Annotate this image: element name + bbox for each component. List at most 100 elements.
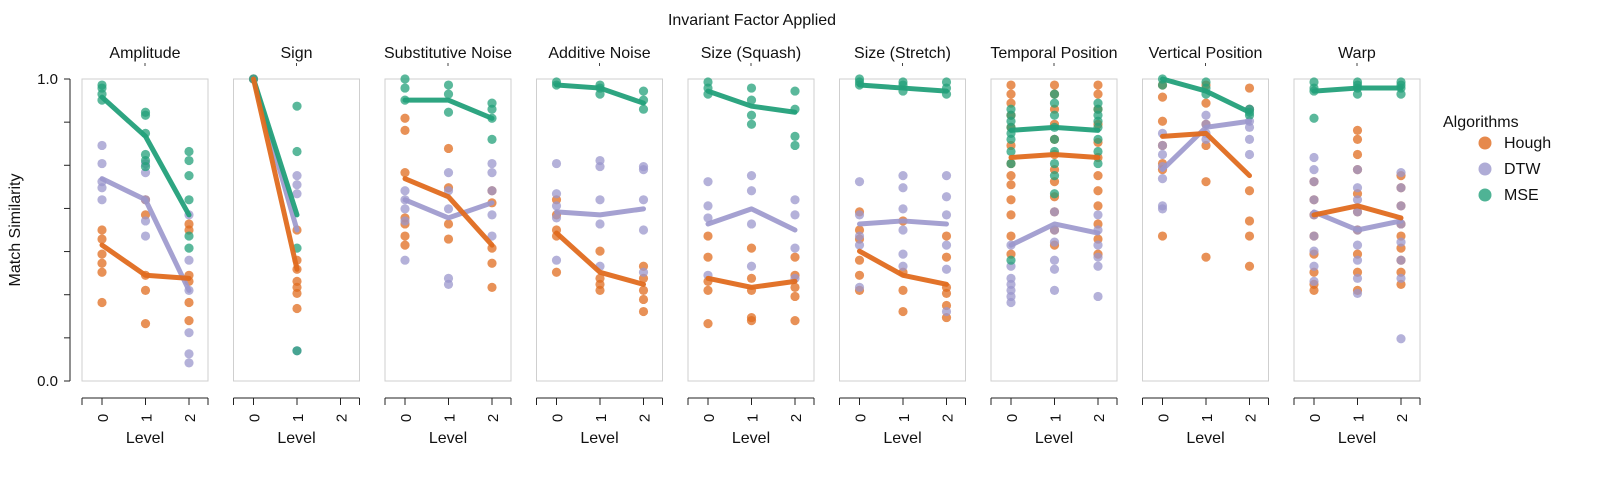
point-dtw-8-1-3: [1352, 240, 1363, 250]
mean-line-mse-5: [857, 82, 949, 94]
point-hough-0-2-0: [184, 316, 194, 326]
x-tick-label-4-1: 1: [745, 414, 762, 422]
point-hough-0-2-1: [184, 297, 194, 308]
point-dtw-8-0-6: [1309, 177, 1319, 187]
mean-line-hough-8: [1311, 203, 1404, 221]
point-dtw-5-0-3: [854, 210, 865, 220]
point-hough-1-1-3: [292, 276, 302, 286]
point-dtw-7-0-2: [1157, 174, 1168, 184]
x-tick-label-0-1: 1: [139, 414, 156, 422]
point-mse-4-0-2: [703, 77, 713, 87]
point-mse-3-2-2: [638, 86, 649, 96]
point-hough-6-0-5: [1006, 171, 1016, 181]
legend-marker-hough: [1478, 136, 1492, 150]
point-mse-6-0-1: [1006, 158, 1016, 169]
point-hough-6-0-1: [1006, 231, 1016, 241]
point-dtw-8-1-1: [1352, 273, 1363, 283]
point-hough-4-0-4: [703, 231, 713, 241]
point-dtw-2-2-4: [487, 158, 497, 169]
point-dtw-3-1-2: [595, 195, 605, 205]
panel-frame-3: [536, 78, 663, 382]
point-dtw-5-1-0: [898, 261, 908, 271]
point-hough-0-0-4: [97, 234, 107, 244]
point-mse-7-1-2: [1201, 77, 1211, 87]
mean-line-mse-0: [99, 94, 192, 218]
point-hough-0-2-5: [184, 219, 194, 229]
point-mse-0-0-3: [97, 80, 107, 90]
point-dtw-2-1-3: [443, 186, 454, 196]
point-dtw-8-1-8: [1352, 165, 1363, 175]
point-dtw-6-2-0: [1093, 291, 1103, 302]
point-hough-3-1-2: [595, 273, 605, 283]
point-hough-4-0-0: [703, 319, 713, 329]
point-mse-2-2-0: [487, 134, 497, 144]
point-hough-2-0-0: [400, 240, 410, 250]
point-mse-8-1-3: [1352, 77, 1363, 87]
point-dtw-2-0-2: [400, 204, 410, 214]
point-hough-8-1-9: [1352, 125, 1363, 135]
point-mse-8-0-0: [1309, 113, 1319, 123]
x-tick-label-8-0: 0: [1307, 414, 1324, 422]
mean-line-hough-4: [705, 275, 798, 290]
point-dtw-8-2-5: [1396, 201, 1406, 211]
point-hough-0-0-2: [97, 258, 107, 268]
point-hough-2-0-1: [400, 231, 410, 241]
point-mse-4-1-3: [746, 83, 757, 93]
point-hough-0-1-0: [140, 319, 151, 329]
point-hough-3-2-0: [638, 306, 649, 317]
point-mse-0-1-2: [140, 149, 151, 160]
point-hough-3-1-3: [595, 246, 605, 256]
x-axis-label-6: Level: [1035, 430, 1073, 447]
x-tick-label-7-2: 2: [1243, 414, 1260, 422]
point-hough-5-1-0: [898, 306, 908, 317]
point-hough-6-2-3: [1093, 201, 1103, 211]
x-tick-label-4-0: 0: [701, 414, 718, 422]
point-hough-2-0-5: [400, 125, 410, 135]
x-axis-label-5: Level: [883, 430, 921, 447]
point-dtw-5-0-4: [854, 177, 865, 187]
point-mse-8-2-3: [1396, 77, 1406, 87]
x-tick-label-5-0: 0: [853, 414, 870, 422]
point-dtw-2-0-1: [400, 216, 410, 226]
point-hough-0-0-1: [97, 267, 107, 277]
point-hough-0-1-1: [140, 285, 151, 295]
panel-frame-2: [384, 78, 512, 382]
point-mse-5-1-2: [898, 77, 908, 87]
point-hough-6-0-4: [1006, 180, 1016, 190]
mean-line-hough-7: [1160, 130, 1252, 179]
point-dtw-6-1-2: [1049, 255, 1060, 265]
mean-line-hough-1: [251, 76, 300, 272]
point-dtw-8-0-5: [1309, 195, 1319, 205]
mean-line-dtw-7: [1160, 118, 1252, 173]
point-hough-7-2-2: [1244, 216, 1255, 226]
legend-label-hough: Hough: [1504, 135, 1551, 152]
point-dtw-6-2-1: [1093, 261, 1103, 271]
point-dtw-4-1-3: [746, 171, 757, 181]
point-dtw-6-0-4: [1006, 273, 1016, 283]
point-hough-2-1-0: [443, 234, 454, 244]
point-mse-2-1-0: [443, 107, 454, 117]
panel-frame-4: [687, 78, 815, 382]
point-dtw-6-2-5: [1093, 210, 1103, 220]
point-dtw-8-2-2: [1396, 255, 1406, 265]
point-hough-5-2-5: [941, 231, 952, 241]
point-mse-0-2-0: [184, 243, 194, 253]
mean-line-hough-2: [402, 176, 495, 248]
point-hough-2-0-4: [400, 168, 410, 178]
point-dtw-6-2-2: [1093, 252, 1103, 262]
point-dtw-0-2-1: [184, 349, 194, 359]
mean-line-mse-6: [1008, 124, 1101, 133]
mean-line-dtw-0: [99, 176, 192, 293]
point-hough-4-1-1: [746, 312, 757, 323]
point-hough-4-1-3: [746, 273, 757, 283]
x-tick-label-0-0: 0: [95, 414, 112, 422]
point-hough-5-0-2: [854, 255, 865, 265]
point-dtw-5-2-2: [941, 240, 952, 250]
mean-line-hough-0: [99, 242, 192, 281]
point-dtw-6-1-5: [1049, 207, 1060, 217]
mean-line-hough-3: [554, 230, 646, 287]
point-mse-4-2-1: [790, 131, 800, 141]
point-dtw-1-1-2: [292, 180, 302, 190]
point-mse-6-1-0: [1049, 189, 1060, 199]
